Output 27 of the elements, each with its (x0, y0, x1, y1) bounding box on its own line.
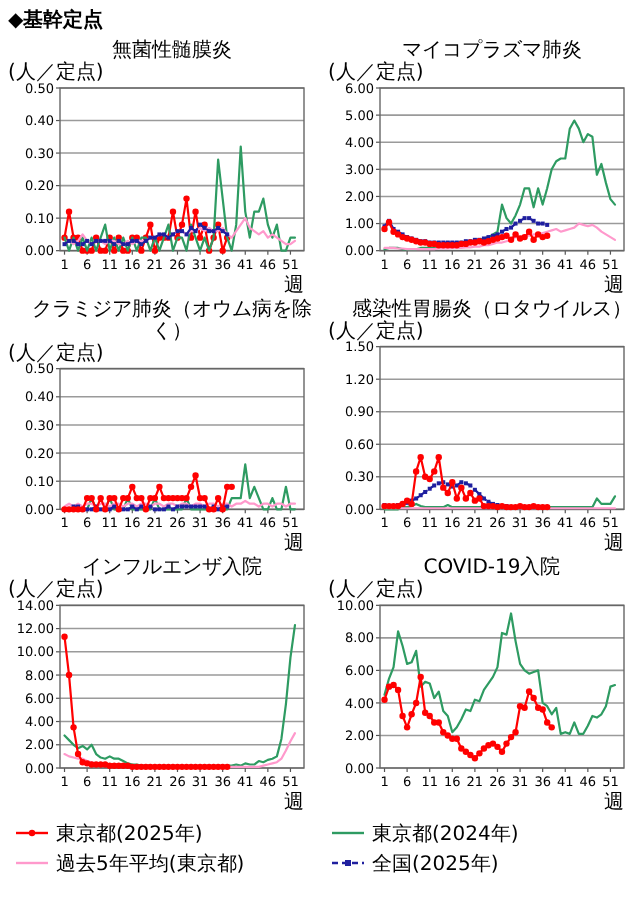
chart-title: インフルエンザ入院 (82, 555, 262, 580)
chart-title: 無菌性髄膜炎 (112, 38, 232, 62)
text: ◆基幹定点 (8, 8, 104, 32)
y-axis-title: (人／定点) (8, 60, 104, 84)
x-axis-title: 週 (284, 533, 304, 556)
chart-title: クラミジア肺炎（オウム病を除く） (32, 296, 312, 343)
x-axis-title: 週 (604, 533, 624, 556)
legend: 東京都(2025年) (16, 824, 203, 846)
legend: 東京都(2024年) (332, 824, 519, 846)
y-axis-title: (人／定点) (8, 340, 104, 365)
legend-label: 東京都(2024年) (372, 822, 519, 846)
x-axis-title: 週 (604, 792, 624, 814)
chart-title: 感染性胃腸炎（ロタウイルス） (352, 296, 632, 321)
legend-label: 過去5年平均(東京都) (56, 852, 245, 876)
legend-label: 東京都(2025年) (56, 822, 203, 846)
y-axis-title: (人／定点) (328, 60, 424, 84)
chart-title: マイコプラズマ肺炎 (402, 38, 582, 62)
x-axis-title: 週 (284, 274, 304, 297)
legend: 過去5年平均(東京都) (16, 854, 245, 876)
legend: 全国(2025年) (332, 854, 499, 876)
y-axis-title: (人／定点) (328, 577, 424, 602)
chart-title: COVID-19入院 (423, 555, 561, 580)
y-axis-title: (人／定点) (328, 318, 424, 343)
y-axis-title: (人／定点) (8, 577, 104, 602)
x-axis-title: 週 (284, 792, 304, 814)
legend-label: 全国(2025年) (372, 852, 499, 876)
x-axis-title: 週 (604, 274, 624, 297)
